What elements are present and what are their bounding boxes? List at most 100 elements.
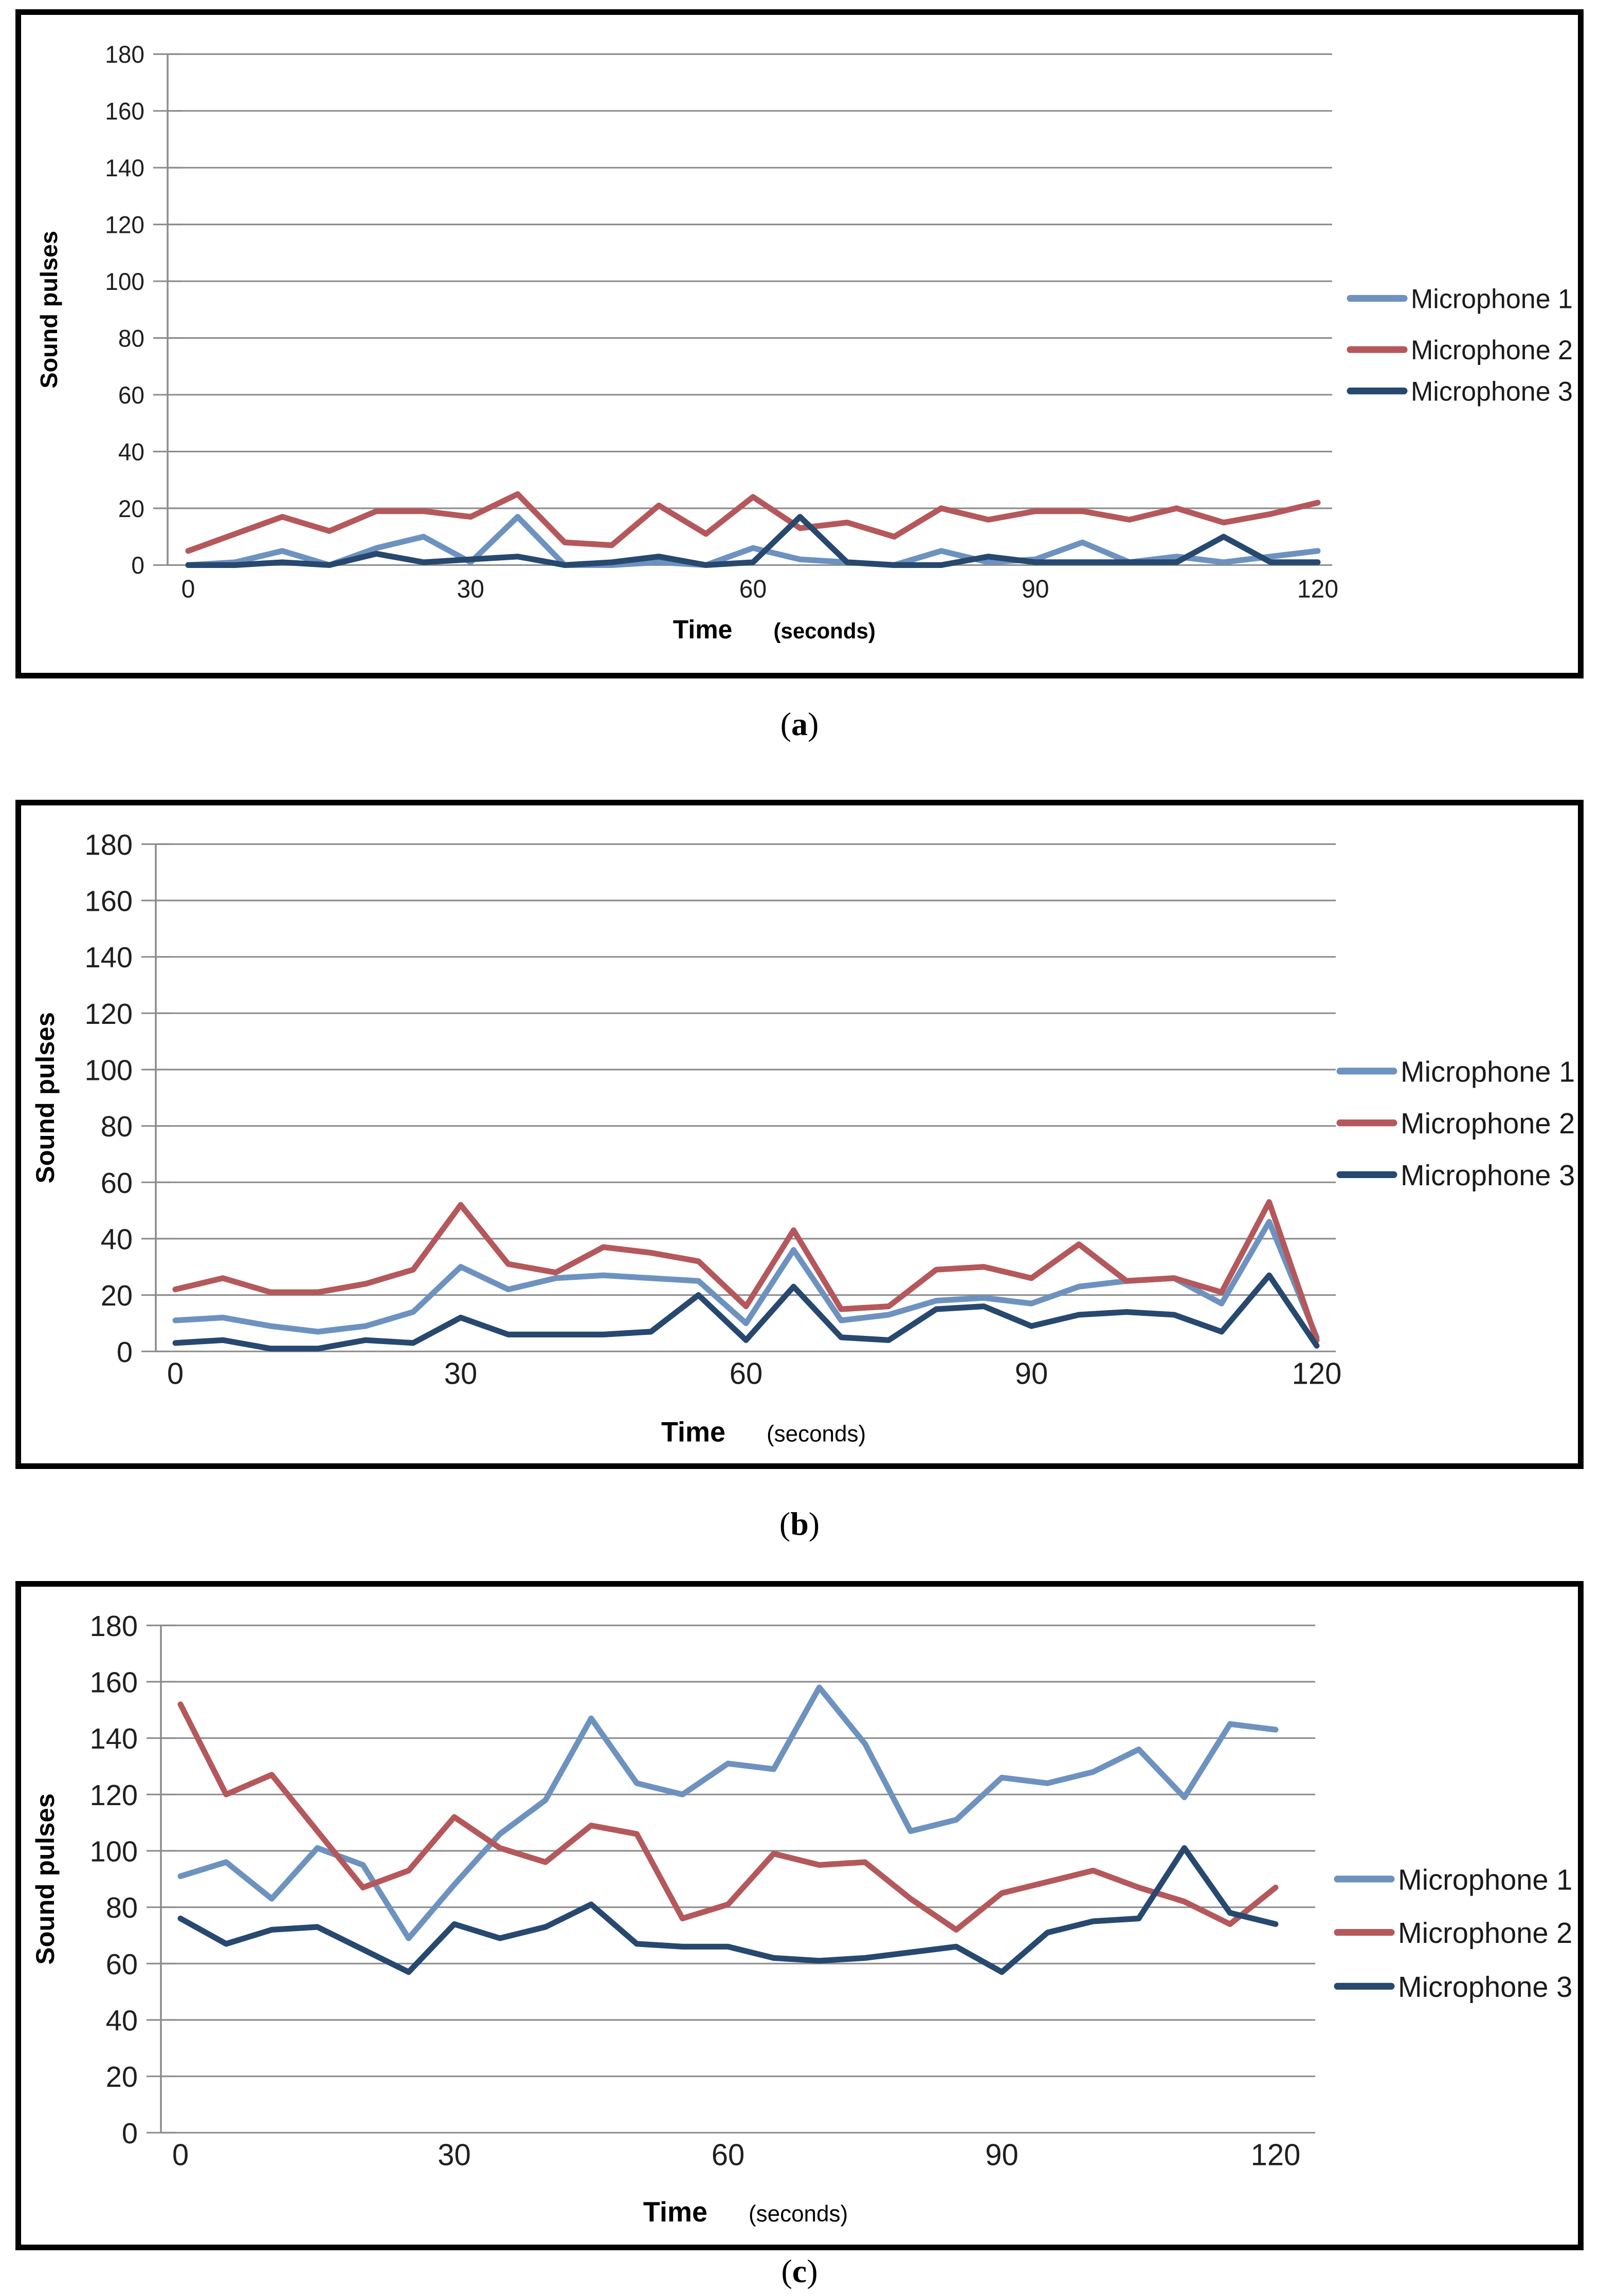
- y-axis-title-a: Sound pulses: [35, 231, 62, 389]
- legend-label-microphone-3: Microphone 3: [1401, 1159, 1575, 1191]
- y-tick-label-120: 120: [85, 997, 133, 1030]
- chart-a-panel: 0204060801001201401601800306090120Sound …: [15, 9, 1584, 678]
- y-axis-tick-labels-b: 020406080100120140160180: [85, 828, 133, 1368]
- chart-b-panel: 0204060801001201401601800306090120Sound …: [15, 800, 1584, 1469]
- x-tick-label-0: 0: [167, 1357, 184, 1391]
- x-axis-tick-labels-c: 0 30 60 90 120: [172, 2138, 1301, 2172]
- y-tick-label-0: 0: [117, 1335, 133, 1368]
- y-tick-label-180: 180: [85, 828, 133, 861]
- legend-item-microphone-3: Microphone 3: [1337, 1970, 1572, 2003]
- legend-item-microphone-1: Microphone 1: [1337, 1863, 1572, 1896]
- caption-c-close: ): [807, 2253, 817, 2289]
- caption-c-open: (: [781, 2253, 792, 2289]
- x-axis-unit-b: (seconds): [767, 1421, 866, 1446]
- y-axis-title-b: Sound pulses: [30, 1012, 60, 1183]
- gridlines-c: [147, 1625, 1315, 2133]
- legend-label-microphone-2: Microphone 2: [1411, 336, 1573, 366]
- x-axis-unit-a: (seconds): [774, 619, 876, 643]
- legend-label-microphone-2: Microphone 2: [1401, 1107, 1575, 1140]
- y-tick-label-0: 0: [122, 2117, 138, 2150]
- legend-label-microphone-1: Microphone 1: [1411, 284, 1573, 315]
- x-tick-label-120: 120: [1297, 575, 1338, 603]
- chart-c-panel: 0 20 40 60 80 100 120 140 160 180 0 30 60 90 120 Sound …: [15, 1581, 1584, 2250]
- caption-b: (b): [0, 1505, 1599, 1543]
- chart-a-line-chart: 0204060801001201401601800306090120Sound …: [21, 15, 1578, 673]
- x-axis-tick-labels-b: 0 30 60 90 120: [167, 1357, 1342, 1391]
- legend-a: Microphone 1 Microphone 2 Microphone 3: [1350, 284, 1573, 407]
- legend-item-microphone-1: Microphone 1: [1350, 284, 1573, 315]
- caption-c-letter: c: [792, 2253, 807, 2289]
- y-tick-label-160: 160: [85, 885, 133, 917]
- legend-label-microphone-1: Microphone 1: [1398, 1863, 1572, 1896]
- y-tick-label-20: 20: [106, 2061, 138, 2093]
- y-tick-label-140: 140: [85, 941, 133, 974]
- caption-c: (c): [0, 2252, 1599, 2290]
- y-tick-label-20: 20: [118, 495, 144, 522]
- gridlines-b: [141, 844, 1336, 1351]
- x-tick-label-90: 90: [985, 2138, 1019, 2172]
- x-tick-label-0: 0: [181, 575, 195, 603]
- y-tick-label-100: 100: [90, 1835, 138, 1868]
- y-tick-label-0: 0: [131, 552, 144, 579]
- legend-item-microphone-2: Microphone 2: [1350, 336, 1573, 366]
- y-tick-label-100: 100: [85, 1054, 133, 1087]
- x-tick-label-90: 90: [1015, 1357, 1048, 1391]
- y-tick-label-120: 120: [90, 1778, 138, 1811]
- x-tick-label-60: 60: [730, 1357, 763, 1391]
- y-tick-label-160: 160: [90, 1666, 138, 1699]
- legend-label-microphone-3: Microphone 3: [1411, 377, 1573, 407]
- caption-b-close: ): [809, 1505, 820, 1542]
- y-tick-label-40: 40: [106, 2004, 138, 2037]
- legend-label-microphone-2: Microphone 2: [1398, 1917, 1572, 1950]
- y-tick-label-60: 60: [101, 1166, 133, 1199]
- y-tick-label-80: 80: [106, 1891, 138, 1924]
- y-axis-tick-labels-c: 0 20 40 60 80 100 120 140 160 180: [90, 1609, 138, 2150]
- legend-item-microphone-3: Microphone 3: [1340, 1159, 1575, 1191]
- y-tick-label-160: 160: [105, 98, 144, 124]
- y-tick-label-60: 60: [106, 1948, 138, 1980]
- y-tick-label-60: 60: [118, 382, 144, 409]
- x-axis-title-b: Time: [661, 1416, 725, 1448]
- y-tick-label-80: 80: [118, 325, 144, 352]
- y-axis-tick-labels-a: 0 20 40 60 80 100 120 140 160 180: [105, 41, 144, 579]
- x-tick-label-120: 120: [1292, 1357, 1342, 1391]
- legend-item-microphone-1: Microphone 1: [1340, 1055, 1575, 1088]
- caption-a-open: (: [780, 706, 791, 742]
- legend-item-microphone-3: Microphone 3: [1350, 377, 1573, 407]
- x-tick-label-120: 120: [1251, 2138, 1301, 2172]
- legend-label-microphone-1: Microphone 1: [1401, 1055, 1575, 1088]
- y-tick-label-180: 180: [90, 1609, 138, 1642]
- x-tick-label-30: 30: [438, 2138, 471, 2172]
- gridlines-a: [153, 54, 1332, 565]
- x-tick-label-30: 30: [457, 575, 484, 603]
- x-tick-label-90: 90: [1022, 575, 1049, 603]
- x-axis-unit-c: (seconds): [749, 2201, 848, 2227]
- legend-label-microphone-3: Microphone 3: [1398, 1970, 1572, 2003]
- x-tick-label-30: 30: [444, 1357, 478, 1391]
- legend-c: Microphone 1 Microphone 2 Microphone 3: [1337, 1863, 1572, 2003]
- y-tick-label-40: 40: [118, 438, 144, 465]
- y-tick-label-180: 180: [105, 41, 144, 68]
- chart-c-line-chart: 0 20 40 60 80 100 120 140 160 180 0 30 60 90 120 Sound …: [21, 1587, 1578, 2245]
- x-axis-title-c: Time: [643, 2196, 707, 2228]
- y-tick-label-20: 20: [101, 1279, 133, 1312]
- x-axis-title-a: Time: [673, 614, 733, 644]
- x-tick-label-0: 0: [172, 2138, 189, 2172]
- y-tick-label-140: 140: [90, 1722, 138, 1755]
- y-tick-label-80: 80: [101, 1110, 133, 1143]
- caption-a: (a): [0, 705, 1599, 743]
- legend-b: Microphone 1 Microphone 2 Microphone 3: [1340, 1055, 1575, 1191]
- y-tick-label-120: 120: [105, 211, 144, 238]
- x-tick-label-60: 60: [712, 2138, 745, 2172]
- caption-a-letter: a: [791, 706, 808, 742]
- caption-a-close: ): [808, 706, 819, 742]
- caption-b-open: (: [779, 1505, 790, 1542]
- y-tick-label-140: 140: [105, 155, 144, 181]
- caption-b-letter: b: [790, 1505, 809, 1542]
- chart-b-line-chart: 0204060801001201401601800306090120Sound …: [21, 805, 1578, 1463]
- legend-item-microphone-2: Microphone 2: [1337, 1917, 1572, 1950]
- y-tick-label-100: 100: [105, 268, 144, 295]
- legend-item-microphone-2: Microphone 2: [1340, 1107, 1575, 1140]
- x-axis-tick-labels-a: 0306090120: [181, 575, 1338, 603]
- y-axis-title-c: Sound pulses: [30, 1793, 60, 1964]
